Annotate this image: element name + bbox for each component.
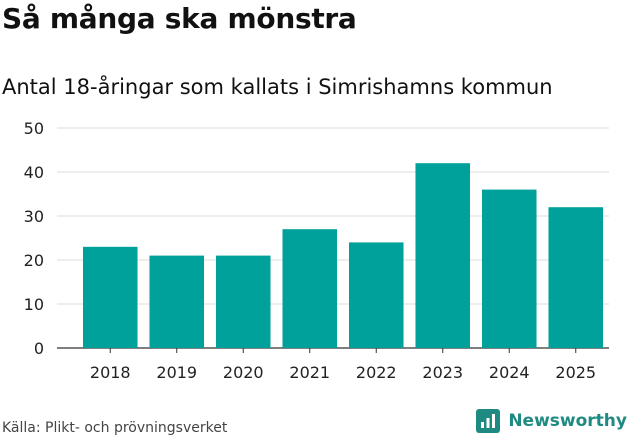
x-tick-label: 2023 <box>422 363 463 382</box>
bar-2022 <box>348 242 404 348</box>
x-tick-label: 2019 <box>156 363 197 382</box>
x-tick-label: 2025 <box>555 363 596 382</box>
x-tick-label: 2024 <box>489 363 530 382</box>
bar-2021 <box>282 229 338 348</box>
y-tick-label: 30 <box>24 207 44 226</box>
newsworthy-logo-icon <box>476 409 501 433</box>
y-tick-label: 20 <box>24 251 44 270</box>
x-tick-label: 2022 <box>356 363 397 382</box>
y-tick-label: 0 <box>34 339 44 358</box>
x-tick-label: 2021 <box>289 363 330 382</box>
y-tick-label: 50 <box>24 119 44 138</box>
y-tick-label: 10 <box>24 295 44 314</box>
bar-2025 <box>548 207 604 348</box>
chart-subtitle: Antal 18-åringar som kallats i Simrisham… <box>2 75 553 99</box>
x-tick-label: 2018 <box>90 363 131 382</box>
bar-2023 <box>415 163 471 348</box>
bar-chart: 0 10 20 30 40 50 2018 2019 2020 2021 2022 2023 2024 2… <box>24 119 609 382</box>
brand-name: Newsworthy <box>508 411 627 431</box>
source-note: Källa: Plikt- och prövningsverket <box>2 420 228 436</box>
x-tick-label: 2020 <box>223 363 264 382</box>
y-tick-label: 40 <box>24 163 44 182</box>
chart-title: Så många ska mönstra <box>2 2 357 35</box>
bar-2018 <box>82 246 138 348</box>
bar-2020 <box>215 255 271 348</box>
bar-2024 <box>481 189 537 348</box>
bar-2019 <box>149 255 205 348</box>
brand-logo: Newsworthy <box>476 409 627 433</box>
